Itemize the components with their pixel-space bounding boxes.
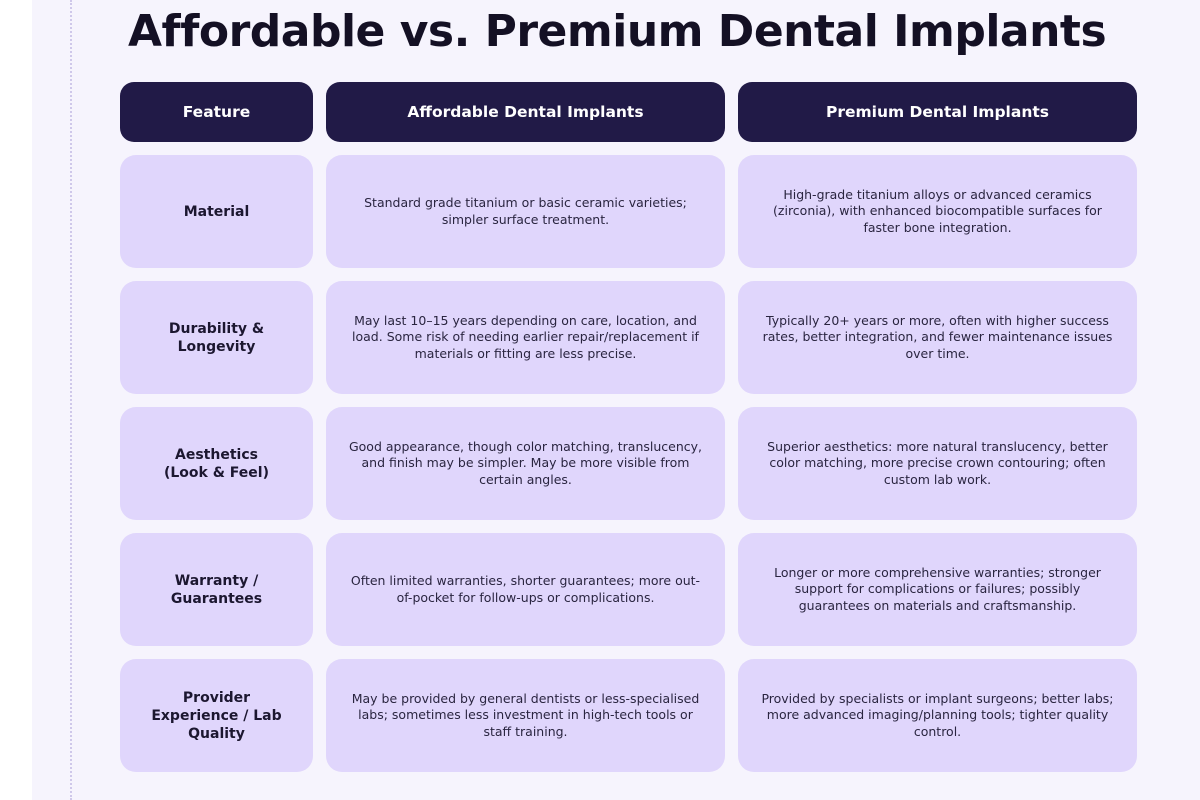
dotted-divider-line — [70, 0, 72, 800]
row-premium-durability: Typically 20+ years or more, often with … — [738, 281, 1137, 394]
row-affordable-warranty: Often limited warranties, shorter guaran… — [326, 533, 725, 646]
row-affordable-aesthetics: Good appearance, though color matching, … — [326, 407, 725, 520]
row-feature-material: Material — [120, 155, 313, 268]
row-feature-durability: Durability & Longevity — [120, 281, 313, 394]
header-feature: Feature — [120, 82, 313, 142]
header-premium: Premium Dental Implants — [738, 82, 1137, 142]
row-affordable-provider: May be provided by general dentists or l… — [326, 659, 725, 772]
row-feature-aesthetics: Aesthetics (Look & Feel) — [120, 407, 313, 520]
header-affordable: Affordable Dental Implants — [326, 82, 725, 142]
page-title: Affordable vs. Premium Dental Implants — [128, 6, 1107, 57]
row-premium-warranty: Longer or more comprehensive warranties;… — [738, 533, 1137, 646]
row-premium-provider: Provided by specialists or implant surge… — [738, 659, 1137, 772]
row-feature-warranty: Warranty / Guarantees — [120, 533, 313, 646]
row-premium-material: High-grade titanium alloys or advanced c… — [738, 155, 1137, 268]
row-feature-provider: Provider Experience / Lab Quality — [120, 659, 313, 772]
row-affordable-durability: May last 10–15 years depending on care, … — [326, 281, 725, 394]
row-affordable-material: Standard grade titanium or basic ceramic… — [326, 155, 725, 268]
row-premium-aesthetics: Superior aesthetics: more natural transl… — [738, 407, 1137, 520]
comparison-table: Feature Affordable Dental Implants Premi… — [120, 82, 1137, 772]
